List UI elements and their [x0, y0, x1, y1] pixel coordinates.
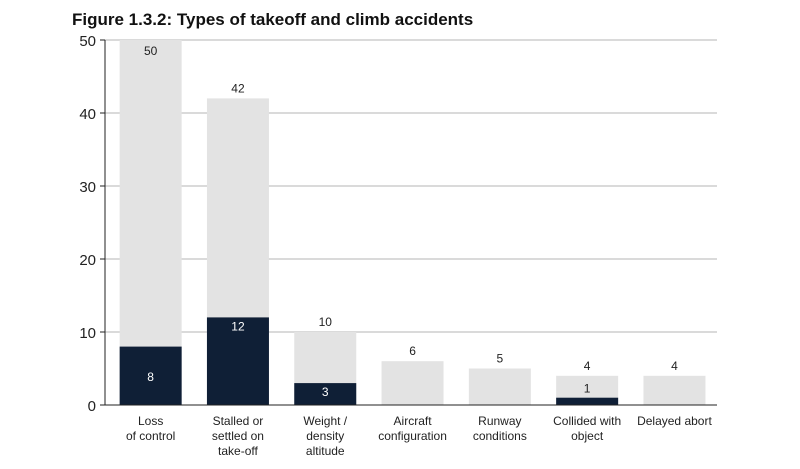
bar-fatal — [119, 346, 182, 405]
data-label-total: 50 — [144, 44, 158, 58]
bar-total — [643, 375, 706, 405]
category-label: Delayed abort — [637, 414, 712, 428]
bar-total — [468, 368, 531, 405]
bar-total — [119, 40, 182, 405]
category-label: Weight / density altitude — [303, 414, 347, 458]
category-label: Collided with object — [553, 414, 621, 443]
data-label-total: 6 — [409, 344, 416, 358]
y-tick-label: 40 — [79, 106, 96, 123]
y-tick-label: 50 — [79, 33, 96, 50]
bar-fatal — [206, 317, 269, 405]
bar-fatal — [556, 397, 619, 405]
data-label-total: 42 — [231, 81, 245, 95]
data-label-fatal: 12 — [231, 319, 245, 333]
data-label-total: 4 — [671, 359, 678, 373]
data-label-total: 10 — [319, 315, 333, 329]
y-tick-label: 0 — [88, 398, 96, 415]
axes — [100, 39, 717, 406]
data-label-fatal: 8 — [147, 370, 154, 384]
data-label-total: 5 — [497, 352, 504, 366]
category-label: Aircraft configuration — [378, 414, 447, 443]
category-label: Runway conditions — [473, 414, 527, 443]
data-label-fatal: 1 — [584, 382, 591, 396]
category-label: Stalled or settled on take-off — [212, 414, 264, 458]
chart-title: Figure 1.3.2: Types of takeoff and climb… — [72, 10, 474, 29]
bars — [119, 40, 706, 406]
labels: 0 10 20 30 40 50 50 8 Loss of control 42 12 Stalled … — [79, 33, 712, 458]
gridlines — [105, 39, 717, 333]
y-tick-label: 30 — [79, 179, 96, 196]
y-tick-label: 20 — [79, 252, 96, 269]
category-label: Loss of control — [126, 414, 175, 443]
bar-fatal — [294, 383, 357, 405]
data-label-total: 4 — [584, 359, 591, 373]
y-tick-label: 10 — [79, 325, 96, 342]
data-label-fatal: 3 — [322, 385, 329, 399]
bar-total — [381, 361, 444, 405]
